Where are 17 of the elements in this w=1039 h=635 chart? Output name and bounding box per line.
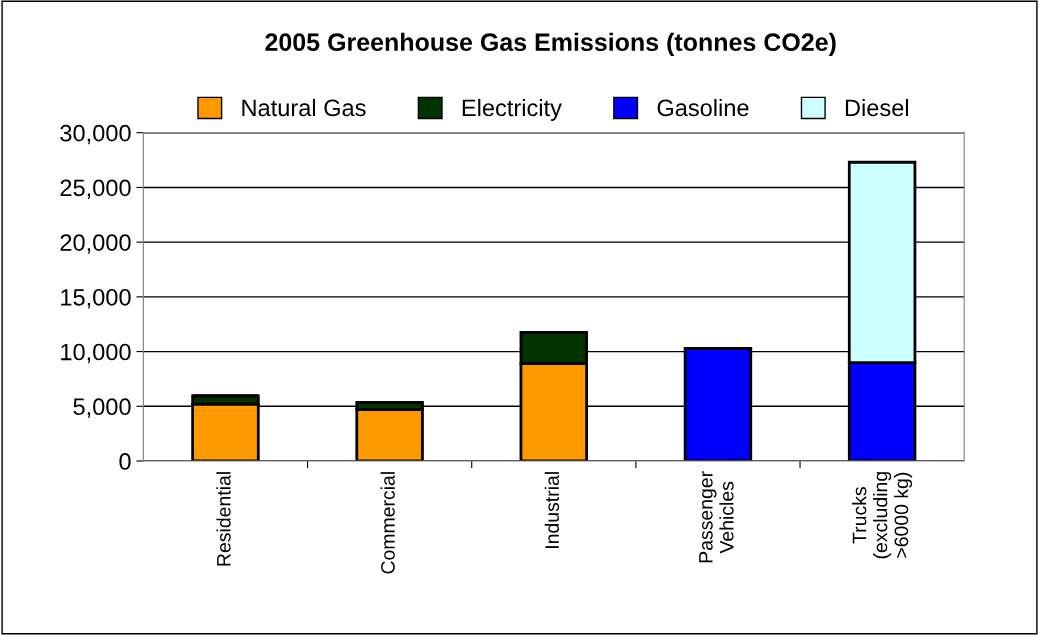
y-tick-label: 25,000 xyxy=(60,179,131,200)
x-tick-label: Trucks (excluding >6000 kg) xyxy=(852,472,913,559)
x-tick-label: Industrial xyxy=(544,472,560,548)
x-tick-label: Passenger Vehicles xyxy=(699,471,734,563)
legend-label: Gasoline xyxy=(657,98,749,117)
y-tick-label: 10,000 xyxy=(61,343,131,364)
y-tick-label: 30,000 xyxy=(60,124,131,145)
x-tick-label: Residential xyxy=(216,472,231,566)
y-tick-label: 20,000 xyxy=(60,234,131,254)
legend-label: Natural Gas xyxy=(242,98,366,117)
legend-label: Diesel xyxy=(845,98,909,117)
y-tick-label: 5,000 xyxy=(73,398,131,418)
legend-label: Electricity xyxy=(462,98,562,121)
y-tick-label: 15,000 xyxy=(61,288,131,309)
y-tick-label: 0 xyxy=(119,453,131,470)
x-tick-label: Commercial xyxy=(380,472,395,574)
chart-title: 2005 Greenhouse Gas Emissions (tonnes CO2e) xyxy=(265,32,836,56)
